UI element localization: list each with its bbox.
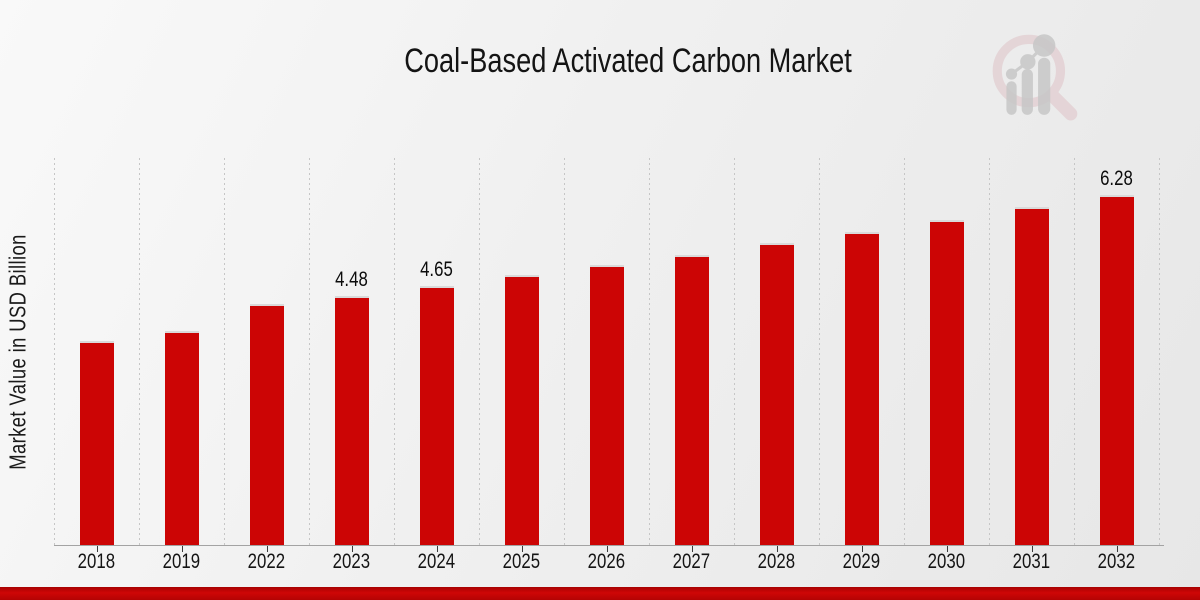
chart-title: Coal-Based Activated Carbon Market (348, 42, 907, 81)
bar-value-text: 6.28 (1100, 167, 1133, 190)
x-tick-label-2031: 2031 (989, 550, 1074, 574)
gridline (819, 158, 820, 545)
x-axis-tick (266, 546, 268, 552)
bar-2023 (334, 296, 369, 545)
gridline (1159, 158, 1160, 545)
logo-bar-medium (1021, 68, 1033, 115)
trend-dot-medium (1020, 54, 1036, 70)
x-tick-label-text: 2019 (162, 550, 201, 573)
x-tick-label-2026: 2026 (564, 550, 649, 574)
x-tick-label-text: 2018 (77, 550, 116, 573)
x-axis-tick (606, 546, 608, 552)
magnifier-bar-chart-logo-icon (992, 34, 1078, 121)
gridline (1074, 158, 1075, 545)
x-tick-label-text: 2027 (672, 550, 711, 573)
x-tick-label-2030: 2030 (904, 550, 989, 574)
gridline (394, 158, 395, 545)
x-tick-label-2032: 2032 (1074, 550, 1159, 574)
gridline (564, 158, 565, 545)
x-tick-label-2024: 2024 (394, 550, 479, 574)
x-axis-line (54, 545, 1164, 546)
gridline (224, 158, 225, 545)
x-tick-label-2029: 2029 (819, 550, 904, 574)
plot-area: 4.48 4.65 6.28 (54, 158, 1164, 552)
bar-2029 (844, 232, 879, 545)
x-tick-label-2022: 2022 (224, 550, 309, 574)
x-axis-tick (96, 546, 98, 552)
bar-value-text: 4.65 (420, 258, 453, 281)
trend-dot-large (1032, 34, 1056, 57)
x-tick-label-text: 2025 (502, 550, 541, 573)
bar-value-label-2032: 6.28 (1072, 168, 1162, 189)
bar-2024 (419, 286, 454, 545)
bar-value-text: 4.48 (335, 268, 368, 291)
bar-2022 (249, 304, 284, 545)
x-axis-tick (1116, 546, 1118, 552)
gridline (734, 158, 735, 545)
x-tick-label-text: 2023 (332, 550, 371, 573)
bar-2032 (1099, 195, 1134, 545)
trend-dot-small (1005, 68, 1018, 80)
x-tick-label-2025: 2025 (479, 550, 564, 574)
x-tick-label-2027: 2027 (649, 550, 734, 574)
x-axis-tick (1031, 546, 1033, 552)
y-axis-title-text: Market Value in USD Billion (4, 234, 31, 470)
gridline (479, 158, 480, 545)
bar-2028 (759, 243, 794, 545)
footer-accent-bar (0, 587, 1200, 600)
x-axis-tick (776, 546, 778, 552)
bar-2031 (1014, 207, 1049, 545)
x-tick-label-text: 2022 (247, 550, 286, 573)
bar-2025 (504, 275, 539, 545)
x-tick-label-2018: 2018 (54, 550, 139, 574)
bar-2019 (164, 331, 199, 545)
x-tick-label-text: 2031 (1012, 550, 1051, 573)
chart-title-text: Coal-Based Activated Carbon Market (404, 42, 852, 80)
x-axis-tick (436, 546, 438, 552)
gridline (989, 158, 990, 545)
bar-2027 (674, 255, 709, 545)
logo-bar-small (1006, 81, 1017, 115)
gridline (139, 158, 140, 545)
x-tick-label-text: 2029 (842, 550, 881, 573)
x-axis-tick (521, 546, 523, 552)
x-tick-label-2028: 2028 (734, 550, 819, 574)
x-tick-label-text: 2024 (417, 550, 456, 573)
x-axis-tick (691, 546, 693, 552)
x-tick-label-2023: 2023 (309, 550, 394, 574)
x-axis-tick (181, 546, 183, 552)
x-tick-label-text: 2032 (1097, 550, 1136, 573)
x-axis-tick (861, 546, 863, 552)
x-tick-label-2019: 2019 (139, 550, 224, 574)
bar-2030 (929, 220, 964, 545)
bar-2026 (589, 265, 624, 545)
y-axis-title: Market Value in USD Billion (5, 205, 32, 499)
magnifier-handle (1045, 88, 1078, 121)
bar-value-label-2023: 4.48 (307, 269, 397, 290)
gridline (54, 158, 55, 545)
x-axis-tick (946, 546, 948, 552)
gridline (649, 158, 650, 545)
x-tick-label-text: 2026 (587, 550, 626, 573)
x-tick-label-text: 2028 (757, 550, 796, 573)
gridline (904, 158, 905, 545)
gridline (309, 158, 310, 545)
logo-bar-large (1038, 57, 1051, 115)
x-axis-tick (351, 546, 353, 552)
bar-2018 (79, 341, 114, 545)
x-tick-label-text: 2030 (927, 550, 966, 573)
bar-value-label-2024: 4.65 (392, 259, 482, 280)
